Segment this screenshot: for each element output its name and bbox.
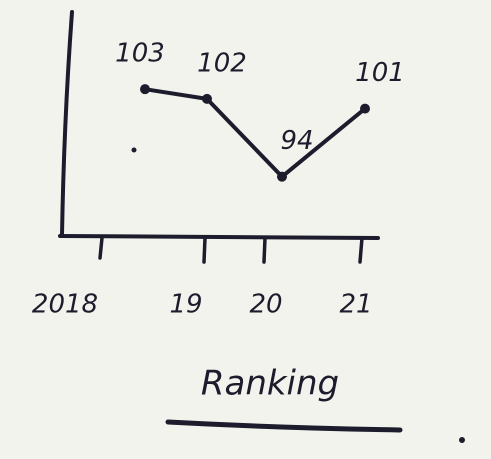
point [202,94,212,104]
point [140,84,150,94]
x-tick [204,238,205,262]
point [277,172,287,182]
page: Ranking 201819202110310294101 (() => { c… [0,0,491,459]
x-tick-label: 19 [169,290,202,320]
data-label: 103 [115,39,165,69]
x-tick [264,238,265,262]
x-tick [360,238,362,262]
x-tick [100,238,102,258]
point [360,104,370,114]
x-tick-label: 2018 [32,290,98,320]
x-tick-label: 21 [339,290,372,320]
x-axis [60,236,378,238]
x-tick-label: 20 [249,290,282,320]
chart-title: Ranking [201,364,339,404]
stray-dot [132,148,137,153]
data-label: 102 [197,48,247,78]
chart: Ranking 2018 19 20 21 103 102 94 101 [0,0,491,459]
dot [459,437,465,443]
data-label: 94 [280,126,313,156]
data-label: 101 [355,58,405,88]
